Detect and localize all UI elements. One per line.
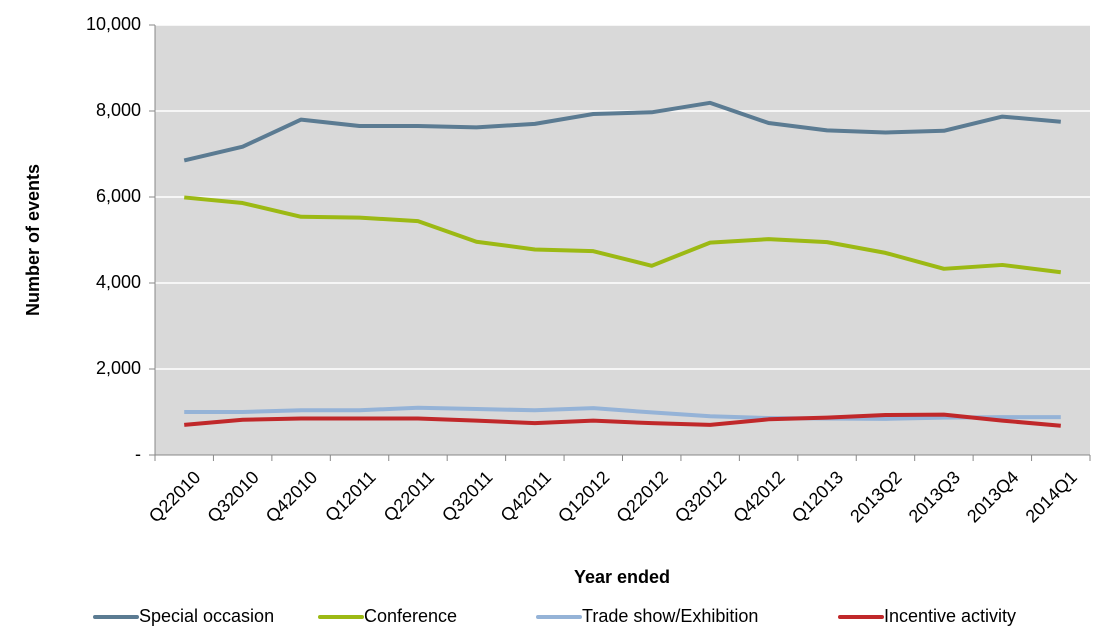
x-tick-label: Q22011 — [380, 467, 438, 525]
x-tick-label: Q32011 — [438, 467, 496, 525]
x-tick-label: Q42012 — [729, 467, 788, 526]
legend-label: Special occasion — [139, 606, 274, 626]
legend-label: Incentive activity — [884, 606, 1016, 626]
series-line — [183, 100, 1061, 163]
y-tick-label: 4,000 — [96, 272, 141, 292]
x-tick-label: 2013Q3 — [905, 467, 964, 526]
x-tick-label: 2013Q2 — [846, 467, 905, 526]
y-tick-label: - — [135, 444, 141, 464]
x-tick-label: Q32010 — [203, 467, 262, 526]
legend-label: Trade show/Exhibition — [582, 606, 758, 626]
series-line — [184, 195, 1062, 275]
x-tick-label: Q12013 — [788, 467, 847, 526]
x-tick-label: 2013Q4 — [963, 467, 1022, 526]
x-tick-label: Q42011 — [497, 467, 555, 525]
y-tick-label: 6,000 — [96, 186, 141, 206]
legend-label: Conference — [364, 606, 457, 626]
series-line — [184, 405, 1061, 421]
series-line — [184, 412, 1061, 428]
x-tick-label: Q32012 — [671, 467, 730, 526]
x-tick-label: Q22012 — [612, 467, 671, 526]
x-tick-label: Q12012 — [554, 467, 613, 526]
y-tick-label: 10,000 — [86, 14, 141, 34]
plot-area — [155, 25, 1090, 455]
x-tick-label: Q22010 — [145, 467, 204, 526]
x-tick-label: Q12011 — [321, 467, 379, 525]
y-tick-label: 2,000 — [96, 358, 141, 378]
x-tick-label: 2014Q1 — [1022, 467, 1081, 526]
x-tick-label: Q42010 — [262, 467, 321, 526]
x-axis-title: Year ended — [574, 567, 670, 587]
y-axis-title: Number of events — [23, 164, 43, 316]
y-tick-label: 8,000 — [96, 100, 141, 120]
